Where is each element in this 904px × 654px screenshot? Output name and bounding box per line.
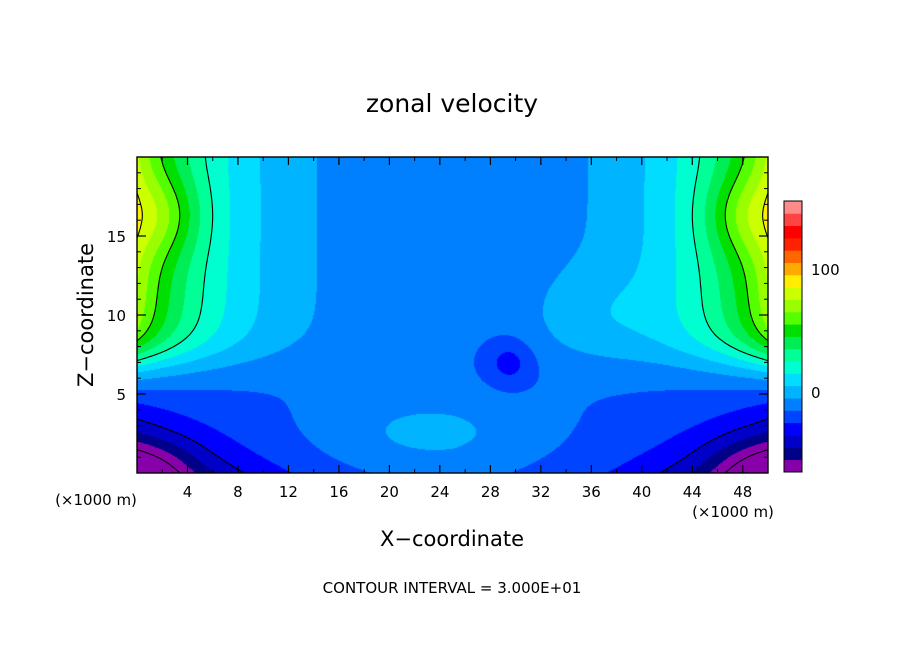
colorbar-swatch [784,422,802,436]
x-tick-label: 32 [531,483,550,501]
colorbar-swatch [784,447,802,461]
colorbar-frame [783,200,803,473]
colorbar-swatch [784,373,802,387]
contour-line-60 [137,157,768,342]
x-unit-label-left: (×1000 m) [55,491,137,509]
x-tick-label: 44 [683,483,702,501]
colorbar-swatch [784,361,802,374]
contour-lines [137,157,768,473]
colorbar-swatch [784,274,802,288]
colorbar-swatch [784,385,802,399]
colorbar-swatch [784,435,802,448]
colorbar-swatch [784,324,802,337]
y-tick-label: 10 [107,307,126,325]
contour-interval-note: CONTOUR INTERVAL = 3.000E+01 [323,579,582,597]
chart-title: zonal velocity [366,89,538,118]
colorbar-swatch [784,311,802,325]
colorbar-tick-label: 0 [811,384,821,402]
x-tick-label: 24 [430,483,449,501]
x-tick-label: 28 [481,483,500,501]
x-axis-title: X−coordinate [380,527,524,551]
colorbar-swatch [784,459,802,473]
contour-line-30 [137,157,768,362]
x-tick-label: 12 [279,483,298,501]
colorbar-swatch [784,225,802,239]
colorbar-swatch [784,299,802,313]
colorbar-swatch [784,250,802,263]
colorbar-swatch [784,398,802,411]
colorbar-swatch [784,348,802,362]
colorbar-swatch [784,262,802,276]
x-unit-label-right: (×1000 m) [692,503,774,521]
x-tick-label: 16 [329,483,348,501]
x-tick-label: 36 [582,483,601,501]
x-tick-label: 8 [233,483,243,501]
y-axis-title: Z−coordinate [74,243,98,387]
y-tick-label: 5 [116,386,126,404]
x-tick-label: 48 [733,483,752,501]
x-tick-label: 4 [183,483,193,501]
x-tick-label: 20 [380,483,399,501]
y-axis: 5 10 15 [107,172,768,458]
colorbar: 0 100 [783,200,840,473]
colorbar-swatch [784,237,802,251]
contour-line--60 [137,449,768,473]
x-axis: 4 8 12 16 20 24 28 32 36 40 44 48 [161,157,752,501]
colorbar-tick-label: 100 [811,261,840,279]
colorbar-swatch [784,213,802,227]
colorbar-swatch [784,336,802,350]
contour-field [137,157,768,473]
colorbar-swatch [784,410,802,424]
colorbar-swatch [784,201,802,214]
velocity-field-image [137,157,768,473]
y-tick-label: 15 [107,228,126,246]
colorbar-swatch [784,287,802,300]
x-tick-label: 40 [632,483,651,501]
